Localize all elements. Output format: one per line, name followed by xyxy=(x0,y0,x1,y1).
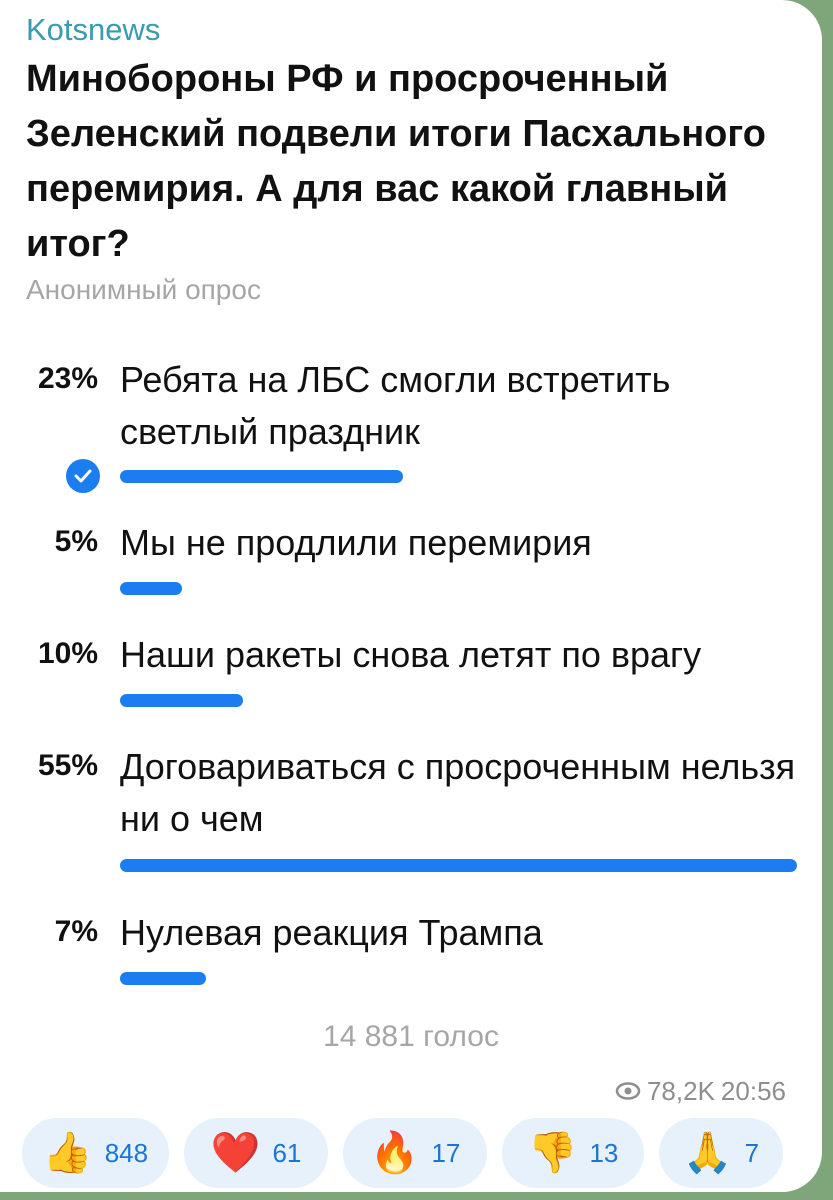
reactions-bar: 👍 848 ❤️ 61 🔥 17 👎 13 🙏 7 xyxy=(22,1118,783,1188)
poll-question: Минобороны РФ и просроченный Зеленский п… xyxy=(26,58,766,265)
heart-icon: ❤️ xyxy=(210,1131,261,1175)
option-percent: 10% xyxy=(37,637,98,670)
channel-name[interactable]: Kotsnews xyxy=(26,12,161,47)
reaction-fire[interactable]: 🔥 17 xyxy=(343,1118,487,1188)
option-text: Нулевая реакция Трампа xyxy=(120,912,543,953)
option-percent: 5% xyxy=(54,525,98,558)
total-votes: 14 881 голос xyxy=(323,1020,499,1053)
option-bar xyxy=(120,694,244,707)
reaction-count: 61 xyxy=(272,1137,302,1168)
reaction-thumbs-up[interactable]: 👍 848 xyxy=(22,1118,169,1188)
reaction-pray[interactable]: 🙏 7 xyxy=(659,1118,783,1188)
option-bar xyxy=(120,972,207,985)
reaction-count: 13 xyxy=(589,1137,619,1168)
option-bar xyxy=(120,582,182,595)
reaction-thumbs-down[interactable]: 👎 13 xyxy=(502,1118,644,1188)
thumbs-down-icon: 👎 xyxy=(527,1131,578,1175)
reaction-count: 7 xyxy=(744,1137,760,1168)
fire-icon: 🔥 xyxy=(369,1131,420,1175)
reaction-count: 17 xyxy=(431,1137,461,1168)
reaction-heart[interactable]: ❤️ 61 xyxy=(184,1118,328,1188)
option-text: Наши ракеты снова летят по врагу xyxy=(120,634,702,675)
message-meta: 78,2K 20:56 xyxy=(615,1076,786,1107)
option-bar xyxy=(120,859,797,872)
poll-type: Анонимный опрос xyxy=(26,274,261,305)
option-bar xyxy=(120,470,404,483)
option-percent: 23% xyxy=(37,362,98,395)
option-text: Мы не продлили перемирия xyxy=(120,522,592,563)
option-text: Ребята на ЛБС смогли встретить светлый п… xyxy=(120,359,671,452)
option-percent: 7% xyxy=(54,915,98,948)
pray-icon: 🙏 xyxy=(682,1131,733,1175)
check-icon xyxy=(66,459,100,493)
view-count: 78,2K xyxy=(646,1076,715,1106)
eye-icon xyxy=(615,1076,641,1107)
message-time: 20:56 xyxy=(720,1076,786,1106)
option-text: Договариваться с просроченным нельзя ни … xyxy=(120,746,796,839)
option-percent: 55% xyxy=(37,749,98,782)
thumbs-up-icon: 👍 xyxy=(42,1131,93,1175)
reaction-count: 848 xyxy=(104,1137,149,1168)
